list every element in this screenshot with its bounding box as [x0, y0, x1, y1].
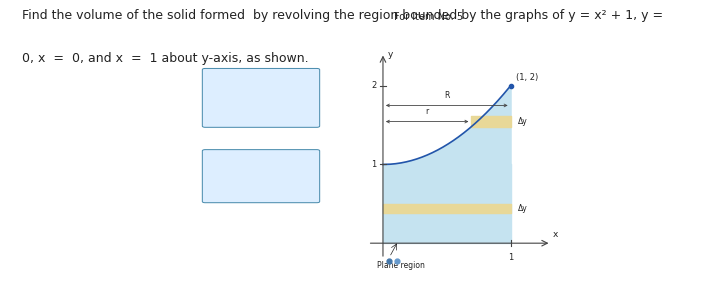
Text: r: r	[426, 107, 429, 116]
Text: y: y	[388, 50, 393, 59]
Text: r = 0: r = 0	[210, 187, 230, 196]
Text: For Item No. 5: For Item No. 5	[394, 12, 463, 21]
Text: Plane region: Plane region	[377, 260, 425, 269]
Text: R = 1: R = 1	[210, 95, 232, 104]
Text: Δy: Δy	[518, 117, 528, 126]
Text: R = 1: R = 1	[210, 173, 232, 182]
Text: For 0 ≤ y ≤ 1:: For 0 ≤ y ≤ 1:	[210, 160, 264, 169]
Text: For 1 ≤ y ≤ 2:: For 1 ≤ y ≤ 2:	[210, 80, 264, 89]
Text: 2: 2	[372, 81, 377, 90]
Text: 1: 1	[508, 253, 513, 262]
Text: x: x	[552, 230, 558, 239]
Text: (1, 2): (1, 2)	[516, 73, 538, 82]
Text: R: R	[444, 91, 449, 100]
Text: 0, x  =  0, and x  =  1 about y-axis, as shown.: 0, x = 0, and x = 1 about y-axis, as sho…	[22, 52, 308, 65]
Text: Find the volume of the solid formed  by revolving the region bounded by the grap: Find the volume of the solid formed by r…	[22, 9, 662, 22]
Text: Δy: Δy	[518, 204, 528, 213]
Text: 1: 1	[372, 160, 377, 169]
Text: r = √(y − 1): r = √(y − 1)	[210, 110, 256, 119]
